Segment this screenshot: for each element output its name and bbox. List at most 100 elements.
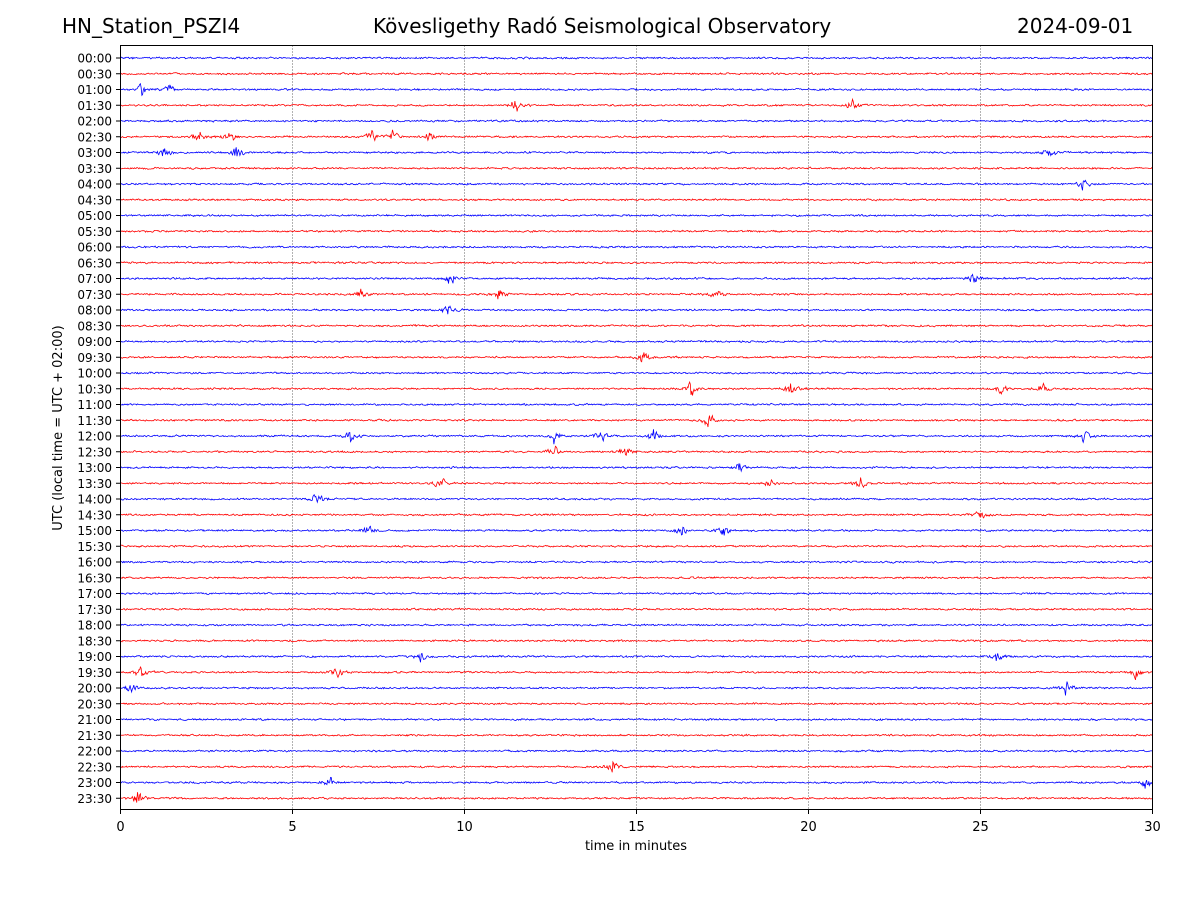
trace-1830 [120,639,1153,643]
trace-2330 [120,792,1153,803]
trace-0800 [120,305,1153,315]
y-tick-label: 11:00 [77,398,112,412]
y-tick-label: 08:00 [77,304,112,318]
trace-0100 [120,82,1153,97]
trace-2000 [120,681,1153,696]
trace-2130 [120,733,1153,737]
x-tick-label: 10 [456,820,473,835]
trace-2030 [120,702,1153,706]
trace-1000 [120,371,1153,375]
y-tick-label: 05:30 [77,225,112,239]
y-tick-label: 03:00 [77,146,112,160]
trace-0600 [120,245,1153,249]
trace-0700 [120,273,1153,284]
trace-1230 [120,445,1153,456]
trace-0330 [120,166,1153,170]
y-tick-label: 12:30 [77,445,112,459]
trace-0630 [120,260,1153,265]
y-tick-label: 21:30 [77,729,112,743]
trace-1030 [120,380,1153,396]
y-tick-label: 09:00 [77,335,112,349]
trace-0030 [120,72,1153,76]
station-name: HN_Station_PSZI4 [62,14,241,38]
x-tick-label: 0 [116,820,124,835]
y-tick-label: 07:30 [77,288,112,302]
x-axis-label: time in minutes [585,839,687,854]
y-tick-label: 20:30 [77,697,112,711]
y-tick-label: 06:30 [77,256,112,270]
y-tick-label: 15:30 [77,540,112,554]
y-tick-label: 21:00 [77,713,112,727]
y-tick-label: 03:30 [77,162,112,176]
y-tick-label: 22:00 [77,745,112,759]
trace-0430 [120,198,1153,202]
x-tick-label: 5 [288,820,296,835]
trace-1330 [120,477,1153,489]
y-tick-label: 00:00 [77,52,112,66]
y-tick-label: 10:30 [77,382,112,396]
y-tick-label: 14:30 [77,508,112,522]
trace-2100 [120,717,1153,722]
traces [120,56,1153,803]
trace-1900 [120,652,1153,663]
y-axis-label: UTC (local time = UTC + 02:00) [51,325,66,530]
trace-1430 [120,511,1153,519]
trace-0130 [120,97,1153,112]
trace-2230 [120,760,1153,773]
x-tick-label: 20 [800,820,817,835]
y-tick-label: 20:00 [77,682,112,696]
y-tick-label: 02:30 [77,130,112,144]
trace-0230 [120,129,1153,142]
y-tick-label: 04:30 [77,193,112,207]
y-tick-label: 06:00 [77,241,112,255]
y-tick-label: 07:00 [77,272,112,286]
y-tick-label: 18:30 [77,634,112,648]
y-tick-label: 23:30 [77,792,112,806]
trace-0930 [120,352,1153,363]
trace-1800 [120,623,1153,627]
trace-2200 [120,749,1153,753]
trace-0200 [120,119,1153,123]
y-tick-label: 12:00 [77,430,112,444]
y-tick-label: 15:00 [77,524,112,538]
x-tick-label: 25 [972,820,989,835]
trace-0530 [120,229,1153,233]
trace-0000 [120,56,1153,60]
trace-0300 [120,147,1153,157]
trace-1400 [120,494,1153,504]
y-tick-label: 09:30 [77,351,112,365]
y-tick-label: 13:30 [77,477,112,491]
trace-0500 [120,213,1153,218]
y-tick-label: 11:30 [77,414,112,428]
y-tick-label: 05:00 [77,209,112,223]
trace-0900 [120,339,1153,344]
y-tick-label: 22:30 [77,760,112,774]
y-tick-label: 00:30 [77,67,112,81]
trace-1530 [120,544,1153,548]
trace-1730 [120,607,1153,611]
trace-1130 [120,414,1153,428]
y-tick-label: 14:00 [77,493,112,507]
y-tick-label: 18:00 [77,619,112,633]
y-tick-label: 08:30 [77,319,112,333]
y-tick-label: 13:00 [77,461,112,475]
gridlines [292,45,981,810]
trace-1200 [120,429,1153,445]
y-tick-label: 02:00 [77,115,112,129]
observatory-title: Kövesligethy Radó Seismological Observat… [373,14,832,38]
trace-1930 [120,665,1153,681]
y-tick-label: 19:30 [77,666,112,680]
y-tick-label: 01:30 [77,99,112,113]
trace-0730 [120,288,1153,300]
x-tick-label: 15 [628,820,645,835]
x-axis: 0 5 10 15 20 25 30 [116,809,1161,835]
y-tick-label: 01:00 [77,83,112,97]
y-tick-label: 17:00 [77,587,112,601]
x-tick-label: 30 [1144,820,1161,835]
y-tick-label: 10:00 [77,367,112,381]
trace-0830 [120,324,1153,328]
trace-1600 [120,560,1153,564]
trace-1100 [120,402,1153,407]
